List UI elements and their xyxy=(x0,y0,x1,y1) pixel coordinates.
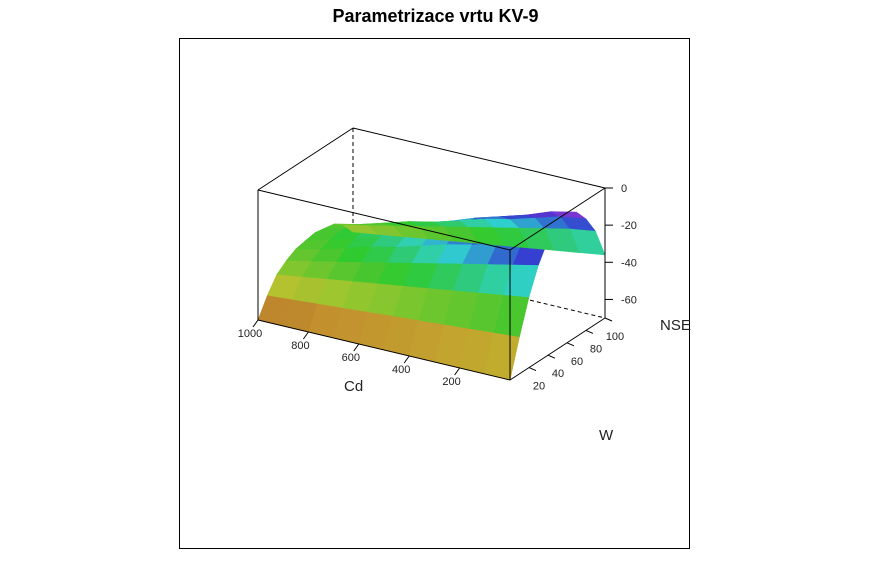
x-tick-label: 600 xyxy=(342,352,360,364)
x-tick: 200 xyxy=(442,367,461,388)
y-tick-mark xyxy=(547,354,556,359)
y-tick-label: 80 xyxy=(590,343,602,355)
y-tick: 40 xyxy=(547,354,564,380)
box-edge xyxy=(257,319,511,381)
y-tick: 60 xyxy=(566,342,583,368)
box-edge xyxy=(509,317,606,381)
box-edge xyxy=(352,127,606,189)
y-tick-label: 40 xyxy=(552,368,564,380)
z-tick: 0 xyxy=(605,183,627,195)
y-tick: 100 xyxy=(604,317,624,343)
box-edge xyxy=(509,187,606,251)
x-tick-mark xyxy=(252,319,259,328)
surface-mesh xyxy=(257,211,606,381)
surface-facet xyxy=(569,228,606,256)
box-edge xyxy=(257,189,511,251)
x-tick-label: 1000 xyxy=(238,328,262,340)
z-axis-title: NSE xyxy=(660,317,691,334)
y-tick-mark xyxy=(604,317,613,322)
x-tick-mark xyxy=(403,355,410,364)
chart-title: Parametrizace vrtu KV-9 xyxy=(332,6,539,26)
y-tick-mark xyxy=(566,342,575,347)
box-edge xyxy=(257,127,354,191)
x-tick: 400 xyxy=(392,355,410,376)
y-tick: 20 xyxy=(528,367,545,393)
bounding-box-front xyxy=(257,127,606,381)
x-tick-label: 800 xyxy=(291,340,309,352)
y-tick: 80 xyxy=(585,329,602,355)
y-tick-label: 100 xyxy=(606,331,624,343)
y-axis-title: W xyxy=(599,427,614,444)
y-tick-mark xyxy=(528,367,537,372)
x-tick: 600 xyxy=(342,343,360,364)
z-tick: -40 xyxy=(605,257,637,269)
x-tick-mark xyxy=(454,367,461,376)
z-tick-label: -40 xyxy=(621,257,637,269)
z-tick: -60 xyxy=(605,294,637,306)
x-axis-title: Cd xyxy=(344,378,363,395)
y-tick-label: 20 xyxy=(533,381,545,393)
z-tick-label: -60 xyxy=(621,294,637,306)
z-tick-label: -20 xyxy=(621,220,637,232)
x-tick: 800 xyxy=(291,331,310,352)
x-tick-label: 400 xyxy=(392,364,410,376)
x-tick-mark xyxy=(302,331,309,340)
plot-panel xyxy=(179,38,690,549)
z-tick-label: 0 xyxy=(621,183,627,195)
y-tick-label: 60 xyxy=(571,356,583,368)
x-tick: 1000 xyxy=(238,319,262,340)
z-tick: -20 xyxy=(605,220,637,232)
y-tick-mark xyxy=(585,329,594,334)
x-tick-label: 200 xyxy=(442,376,460,388)
x-tick-mark xyxy=(353,343,360,352)
